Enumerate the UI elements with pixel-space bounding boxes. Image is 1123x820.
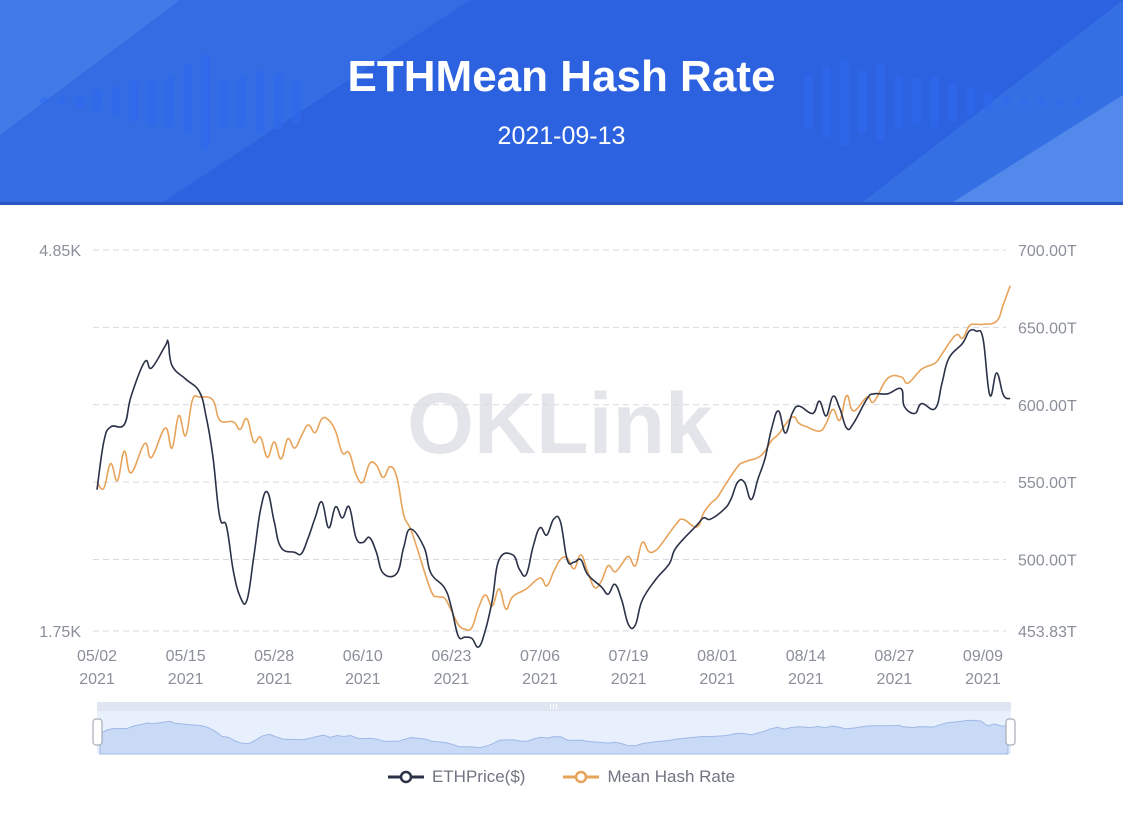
x-axis-tick-label: 2021 (345, 671, 381, 688)
datazoom-end-handle[interactable] (1005, 718, 1016, 746)
x-axis-tick-label: 2021 (434, 671, 470, 688)
x-axis-tick-label: 2021 (699, 671, 735, 688)
left-y-axis: 4.85K 1.75K (39, 243, 81, 641)
x-axis-tick-label: 2021 (256, 671, 292, 688)
legend-item-eth-price[interactable]: ETHPrice($) (387, 767, 526, 787)
header-background-decoration (0, 0, 1123, 204)
datazoom-grip-icon (550, 704, 557, 709)
chart-date: 2021-09-13 (497, 122, 626, 150)
right-axis-label: 700.00T (1018, 243, 1077, 260)
chart-title: ETHMean Hash Rate (347, 52, 776, 101)
x-axis-tick-label: 08/14 (786, 648, 826, 665)
x-axis-tick-label: 08/01 (697, 648, 737, 665)
legend-label-eth-price: ETHPrice($) (431, 767, 526, 786)
x-axis-tick-label: 05/15 (166, 648, 206, 665)
datazoom-preview-area (99, 719, 1009, 755)
x-axis-tick-label: 05/02 (77, 648, 117, 665)
right-axis-label: 550.00T (1018, 475, 1077, 492)
x-axis-tick-label: 08/27 (874, 648, 914, 665)
x-axis-tick-label: 2021 (877, 671, 913, 688)
left-axis-max-label: 4.85K (39, 243, 81, 260)
right-axis-label: 500.00T (1018, 553, 1077, 570)
right-axis-label: 650.00T (1018, 320, 1077, 337)
right-axis-label: 453.83T (1018, 624, 1077, 641)
x-axis-tick-label: 07/06 (520, 648, 560, 665)
x-axis-tick-label: 07/19 (609, 648, 649, 665)
datazoom-slider[interactable] (92, 702, 1016, 755)
x-axis-tick-label: 05/28 (254, 648, 294, 665)
x-axis-tick-label: 09/09 (963, 648, 1003, 665)
header-divider (0, 202, 1123, 205)
watermark-oklink: OKLink (407, 376, 713, 472)
legend-label-mean-hash-rate: Mean Hash Rate (607, 767, 736, 786)
chart-header: ETHMean Hash Rate 2021-09-13 (0, 0, 1123, 204)
x-axis-tick-label: 2021 (788, 671, 824, 688)
datazoom-start-handle[interactable] (92, 718, 103, 746)
right-axis-label: 600.00T (1018, 398, 1077, 415)
soundwave-decoration (40, 54, 1082, 150)
grid-lines (93, 249, 1006, 632)
line-circle-icon (563, 770, 600, 784)
x-axis-tick-label: 06/23 (431, 648, 471, 665)
x-axis-tick-label: 2021 (965, 671, 1001, 688)
x-axis-tick-label: 2021 (611, 671, 647, 688)
x-axis-tick-label: 2021 (168, 671, 204, 688)
x-axis-tick-label: 2021 (522, 671, 558, 688)
line-circle-icon (387, 770, 424, 784)
x-axis: 05/02 2021 05/15 2021 05/28 2021 06/10 2021 06/2… (77, 648, 1003, 688)
legend-item-mean-hash-rate[interactable]: Mean Hash Rate (563, 767, 735, 787)
right-y-axis: 700.00T 650.00T 600.00T 550.00T 500.00T 453.8… (1018, 243, 1077, 641)
left-axis-min-label: 1.75K (39, 624, 81, 641)
x-axis-tick-label: 2021 (79, 671, 115, 688)
x-axis-tick-label: 06/10 (343, 648, 383, 665)
chart-legend: ETHPrice($) Mean Hash Rate (0, 764, 1123, 790)
series-line-eth-price[interactable] (96, 328, 1011, 648)
series-line-mean-hash-rate[interactable] (96, 285, 1011, 632)
